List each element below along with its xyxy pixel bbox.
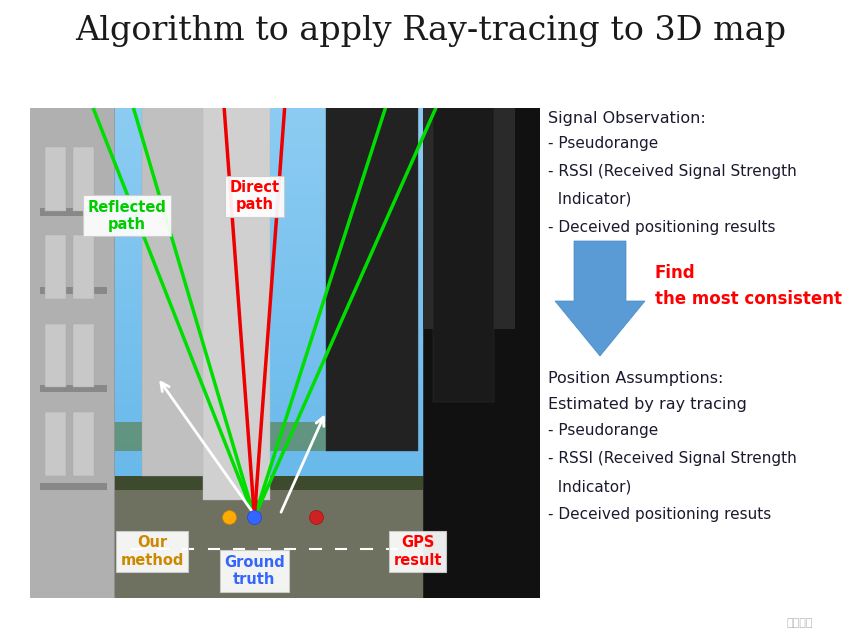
Text: Indicator): Indicator) [548, 192, 630, 207]
Bar [107, 490, 422, 598]
Bar [30, 476, 539, 598]
Bar [46, 235, 65, 299]
Bar [40, 385, 107, 392]
Text: Ground
truth: Ground truth [224, 555, 284, 587]
Text: GPS
result: GPS result [393, 535, 442, 568]
Bar [432, 98, 493, 402]
Text: - Deceived positioning results: - Deceived positioning results [548, 220, 775, 235]
Bar [73, 147, 94, 211]
Bar [73, 324, 94, 387]
Text: Our
method: Our method [121, 535, 184, 568]
Text: Find
the most consistent: Find the most consistent [654, 265, 841, 308]
Text: - RSSI (Received Signal Strength: - RSSI (Received Signal Strength [548, 451, 796, 466]
Text: Reflected
path: Reflected path [87, 199, 166, 232]
Bar [40, 287, 107, 294]
Bar [46, 324, 65, 387]
Text: Estimated by ray tracing: Estimated by ray tracing [548, 397, 746, 412]
Text: - Deceived positioning resuts: - Deceived positioning resuts [548, 507, 771, 522]
Text: 燃云汽车: 燃云汽车 [786, 618, 812, 628]
Bar [25, 98, 114, 598]
Text: Signal Observation:: Signal Observation: [548, 111, 705, 126]
Bar [40, 208, 107, 216]
Text: - Pseudorange: - Pseudorange [548, 423, 658, 438]
Text: Algorithm to apply Ray-tracing to 3D map: Algorithm to apply Ray-tracing to 3D map [76, 15, 785, 47]
Text: - RSSI (Received Signal Strength: - RSSI (Received Signal Strength [548, 164, 796, 179]
Bar [325, 98, 417, 451]
Text: Indicator): Indicator) [548, 479, 630, 494]
Bar [46, 147, 65, 211]
Text: Direct
path: Direct path [229, 180, 279, 212]
Bar [40, 483, 107, 490]
Polygon shape [554, 241, 644, 356]
Bar [107, 422, 361, 451]
Bar [422, 98, 514, 328]
Bar [203, 98, 269, 500]
Bar [46, 412, 65, 476]
Text: - Pseudorange: - Pseudorange [548, 136, 658, 151]
Bar [142, 94, 233, 476]
Bar [422, 98, 549, 598]
Bar [73, 235, 94, 299]
Bar [73, 412, 94, 476]
Text: Position Assumptions:: Position Assumptions: [548, 371, 722, 386]
